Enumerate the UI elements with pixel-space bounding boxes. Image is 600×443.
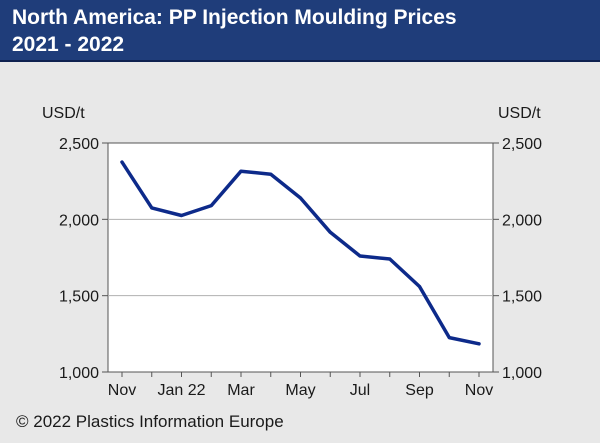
y-tick-label-right: 1,500 bbox=[502, 289, 542, 306]
y-tick-label-right: 1,000 bbox=[502, 365, 542, 382]
chart-area: 1,000 1,500 2,000 2,500 1,000 1,500 2,000 2,50… bbox=[0, 62, 600, 402]
y-tick-label-right: 2,000 bbox=[502, 212, 542, 229]
y-tick-label-left: 2,000 bbox=[59, 212, 99, 229]
data-point bbox=[328, 230, 332, 234]
y-axis-label-right: USD/t bbox=[498, 105, 541, 122]
data-point bbox=[239, 169, 243, 173]
x-tick-label: Jul bbox=[350, 382, 370, 399]
series-group bbox=[120, 160, 481, 346]
data-point bbox=[269, 172, 273, 176]
y-tick-label-left: 1,500 bbox=[59, 289, 99, 306]
chart-subtitle: 2021 - 2022 bbox=[12, 33, 125, 56]
data-point bbox=[150, 206, 154, 210]
line-chart: 1,000 1,500 2,000 2,500 1,000 1,500 2,000 2,50… bbox=[42, 105, 542, 399]
y-tick-label-left: 1,000 bbox=[59, 365, 99, 382]
data-point bbox=[180, 214, 183, 218]
x-tick-label: Nov bbox=[465, 382, 493, 399]
y-tick-label-left: 2,500 bbox=[59, 136, 99, 153]
y-axis-label-left: USD/t bbox=[42, 105, 85, 122]
chart-header: North America: PP Injection Moulding Pri… bbox=[0, 0, 600, 62]
chart-title: North America: PP Injection Moulding Pri… bbox=[12, 6, 457, 29]
data-point bbox=[477, 342, 481, 346]
data-point bbox=[358, 254, 362, 258]
data-point bbox=[299, 196, 302, 200]
copyright-text: © 2022 Plastics Information Europe bbox=[16, 412, 284, 431]
data-point bbox=[388, 257, 392, 261]
data-point bbox=[209, 204, 213, 208]
y-tick-label-right: 2,500 bbox=[502, 136, 542, 153]
y-axis-left: 1,000 1,500 2,000 2,500 bbox=[59, 136, 108, 382]
data-point bbox=[447, 336, 451, 340]
x-tick-label: Sep bbox=[405, 382, 434, 399]
x-tick-label: Nov bbox=[108, 382, 136, 399]
plot-area bbox=[107, 142, 494, 373]
data-point bbox=[418, 285, 421, 289]
x-axis: Nov Jan 22 Mar May Jul Sep Nov bbox=[108, 372, 493, 399]
grid-lines bbox=[108, 218, 493, 297]
x-tick-label: May bbox=[285, 382, 315, 399]
y-axis-right: 1,000 1,500 2,000 2,500 bbox=[493, 136, 542, 382]
data-point bbox=[120, 160, 124, 164]
x-tick-label: Jan 22 bbox=[157, 382, 205, 399]
x-tick-label: Mar bbox=[227, 382, 255, 399]
